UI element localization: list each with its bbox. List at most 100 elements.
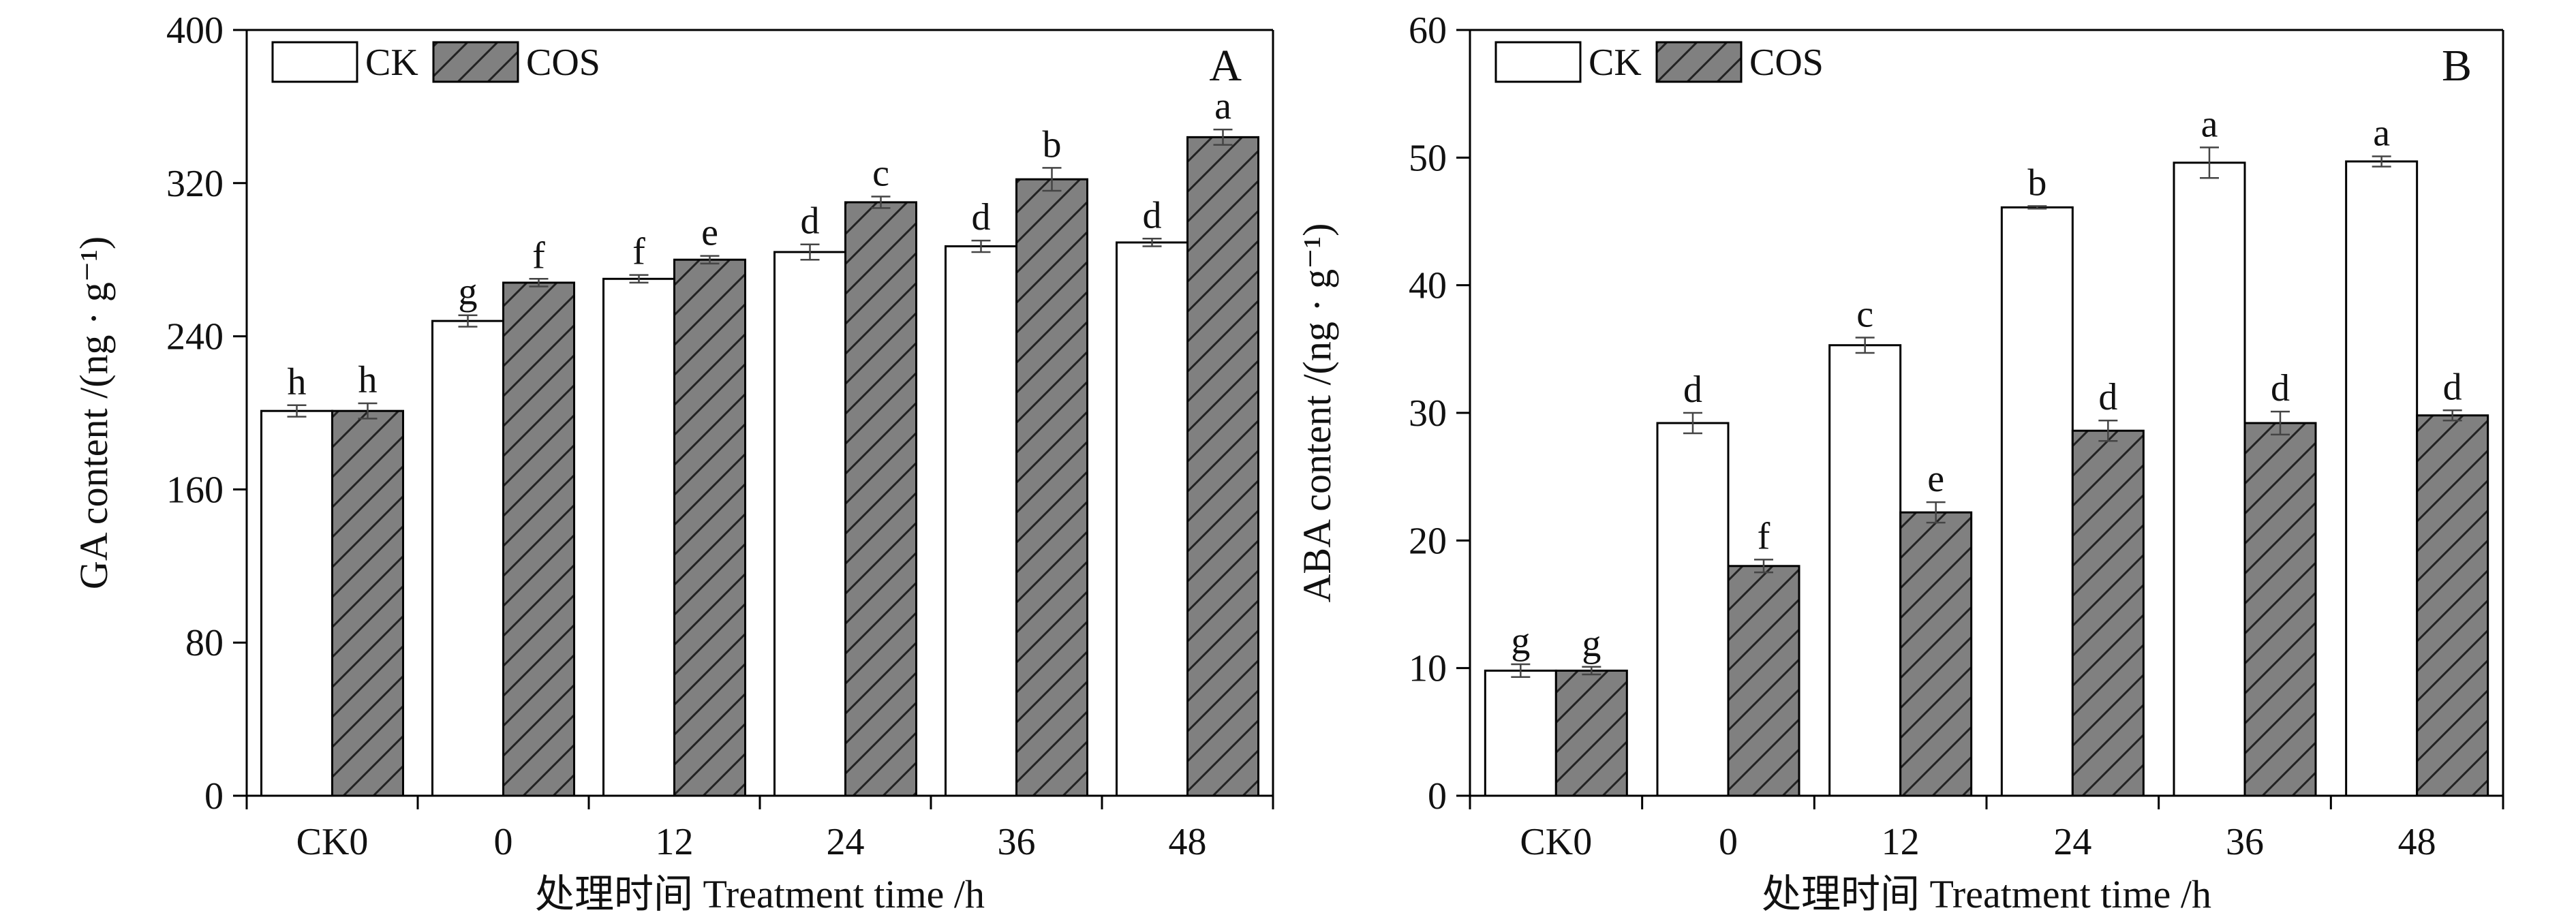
sig-letter-ck-1: d bbox=[1683, 369, 1702, 411]
error-bar-cos-3 bbox=[871, 196, 891, 209]
sig-letter-ck-3: d bbox=[801, 200, 820, 243]
error-bar-cos-0 bbox=[1582, 666, 1601, 676]
bar-cos-1 bbox=[502, 281, 575, 797]
x-tick-label-2: 12 bbox=[656, 821, 694, 863]
error-bar-cos-1 bbox=[529, 278, 549, 287]
bar-ck-5 bbox=[2345, 160, 2419, 797]
bar-ck-1 bbox=[1656, 422, 1730, 797]
sig-letter-ck-2: c bbox=[1856, 293, 1873, 335]
y-tick-label-3: 240 bbox=[166, 316, 224, 358]
sig-letter-cos-2: e bbox=[1927, 458, 1944, 500]
error-bar-ck-3 bbox=[2027, 205, 2047, 210]
bar-cos-5 bbox=[1186, 136, 1259, 797]
sig-letter-cos-0: g bbox=[1582, 623, 1601, 665]
sig-letter-cos-1: f bbox=[532, 234, 545, 277]
error-bar-cos-4 bbox=[1042, 167, 1062, 192]
error-bar-ck-2 bbox=[1855, 337, 1875, 354]
error-bar-cos-5 bbox=[1213, 128, 1233, 146]
error-bar-cos-2 bbox=[1926, 501, 1946, 524]
y-tick-label-0: 0 bbox=[204, 775, 224, 818]
y-axis-title: ABA content /(ng · g⁻¹) bbox=[1295, 223, 1339, 602]
legend: CK COS bbox=[271, 41, 600, 84]
y-tick-label-5: 50 bbox=[1409, 137, 1447, 179]
bar-cos-3 bbox=[844, 201, 917, 797]
legend-label-cos: COS bbox=[526, 42, 600, 84]
bar-ck-4 bbox=[2173, 161, 2246, 797]
error-bar-ck-0 bbox=[287, 404, 307, 418]
x-tick-label-0: CK0 bbox=[296, 821, 369, 863]
sig-letter-cos-4: d bbox=[2271, 367, 2290, 409]
x-tick-label-3: 24 bbox=[827, 821, 865, 863]
error-bar-cos-2 bbox=[700, 255, 720, 265]
x-tick-label-5: 48 bbox=[2398, 821, 2436, 863]
x-tick-label-1: 0 bbox=[1719, 821, 1738, 863]
error-bar-cos-4 bbox=[2271, 410, 2290, 436]
error-bar-ck-1 bbox=[458, 314, 478, 328]
y-tick-label-0: 0 bbox=[1428, 775, 1447, 818]
x-tick-label-2: 12 bbox=[1882, 821, 1920, 863]
x-tick-label-4: 36 bbox=[2226, 821, 2264, 863]
sig-letter-cos-5: d bbox=[2443, 366, 2462, 408]
error-bar-cos-3 bbox=[2098, 419, 2118, 442]
y-tick-label-3: 30 bbox=[1409, 392, 1447, 435]
bar-ck-4 bbox=[945, 245, 1017, 797]
error-bar-cos-0 bbox=[358, 402, 378, 420]
legend-swatch-cos bbox=[432, 41, 519, 83]
x-tick-label-3: 24 bbox=[2053, 821, 2091, 863]
bar-ck-1 bbox=[431, 320, 504, 797]
bar-cos-1 bbox=[1727, 565, 1800, 797]
bar-cos-2 bbox=[1899, 511, 1973, 797]
sig-letter-ck-2: f bbox=[632, 231, 645, 273]
legend-swatch-cos bbox=[1655, 41, 1743, 83]
y-tick-label-2: 160 bbox=[166, 469, 224, 511]
legend: CK COS bbox=[1494, 41, 1824, 84]
sig-letter-cos-3: c bbox=[872, 152, 889, 194]
x-tick-label-1: 0 bbox=[494, 821, 513, 863]
x-tick-label-5: 48 bbox=[1169, 821, 1207, 863]
sig-letter-cos-1: f bbox=[1758, 515, 1770, 557]
error-bar-cos-5 bbox=[2442, 409, 2462, 422]
error-bar-ck-0 bbox=[1511, 663, 1531, 679]
bar-ck-3 bbox=[773, 251, 846, 797]
panel-letter: A bbox=[1209, 41, 1242, 91]
x-tick-label-0: CK0 bbox=[1520, 821, 1592, 863]
y-tick-label-1: 10 bbox=[1409, 648, 1447, 690]
bar-cos-2 bbox=[673, 258, 746, 797]
sig-letter-cos-2: e bbox=[701, 212, 718, 254]
x-axis-title: 处理时间 Treatment time /h bbox=[535, 872, 985, 916]
error-bar-ck-4 bbox=[971, 239, 991, 253]
bar-ck-2 bbox=[1828, 344, 1902, 797]
bar-ck-5 bbox=[1116, 241, 1189, 797]
y-tick-label-4: 40 bbox=[1409, 265, 1447, 307]
legend-label-ck: CK bbox=[365, 42, 418, 84]
sig-letter-cos-3: d bbox=[2098, 376, 2117, 418]
panel-b-aba-chart: g g d f c e b d a d a d 0 10 20 30 40 50 60 CK0 0 12 24 36 48 处理时… bbox=[1295, 10, 2504, 916]
bar-cos-0 bbox=[331, 409, 404, 797]
y-tick-label-4: 320 bbox=[166, 163, 224, 205]
sig-letter-ck-5: d bbox=[1143, 194, 1162, 236]
sig-letter-ck-5: a bbox=[2373, 112, 2390, 154]
error-bar-ck-2 bbox=[629, 274, 649, 284]
y-tick-label-2: 20 bbox=[1409, 520, 1447, 562]
bar-ck-3 bbox=[2000, 206, 2074, 797]
sig-letter-ck-3: b bbox=[2027, 162, 2046, 204]
sig-letter-ck-0: g bbox=[1511, 620, 1530, 662]
bar-cos-4 bbox=[2243, 422, 2317, 797]
bar-ck-0 bbox=[1484, 669, 1557, 797]
y-axis-title: GA content /(ng · g⁻¹) bbox=[72, 236, 116, 589]
panel-letter: B bbox=[2442, 41, 2472, 91]
bar-cos-3 bbox=[2071, 429, 2145, 797]
sig-letter-ck-4: d bbox=[972, 196, 991, 238]
y-tick-label-5: 400 bbox=[166, 10, 224, 52]
legend-swatch-ck bbox=[1494, 41, 1582, 83]
error-bar-cos-1 bbox=[1754, 559, 1773, 574]
panel-a-ga-chart: h h g f f e d c d b d a 0 80 160 240 320 400 CK0 0 12 24 36 48 处… bbox=[72, 10, 1274, 916]
sig-letter-ck-1: g bbox=[459, 271, 478, 313]
y-tick-label-6: 60 bbox=[1409, 10, 1447, 52]
x-axis-title: 处理时间 Treatment time /h bbox=[1762, 872, 2211, 916]
y-tick-label-1: 80 bbox=[185, 622, 224, 664]
error-bar-ck-4 bbox=[2200, 146, 2219, 179]
legend-label-cos: COS bbox=[1749, 42, 1824, 84]
error-bar-ck-5 bbox=[1142, 238, 1162, 247]
